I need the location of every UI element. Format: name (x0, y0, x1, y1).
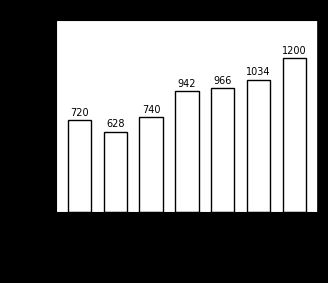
Bar (139, 117, 163, 212)
Y-axis label: Number of shoes: Number of shoes (6, 72, 16, 160)
Bar (211, 88, 235, 212)
Bar (68, 120, 91, 212)
Bar (283, 58, 306, 212)
Text: 740: 740 (142, 105, 160, 115)
Text: 628: 628 (106, 119, 124, 129)
Text: 1034: 1034 (246, 67, 271, 77)
Text: 1200: 1200 (282, 46, 307, 56)
Text: 720: 720 (70, 108, 89, 117)
X-axis label: Days: Days (173, 237, 201, 248)
Bar (247, 80, 270, 212)
Bar (175, 91, 199, 212)
Text: 942: 942 (178, 79, 196, 89)
Bar (104, 132, 127, 212)
Text: 966: 966 (214, 76, 232, 86)
